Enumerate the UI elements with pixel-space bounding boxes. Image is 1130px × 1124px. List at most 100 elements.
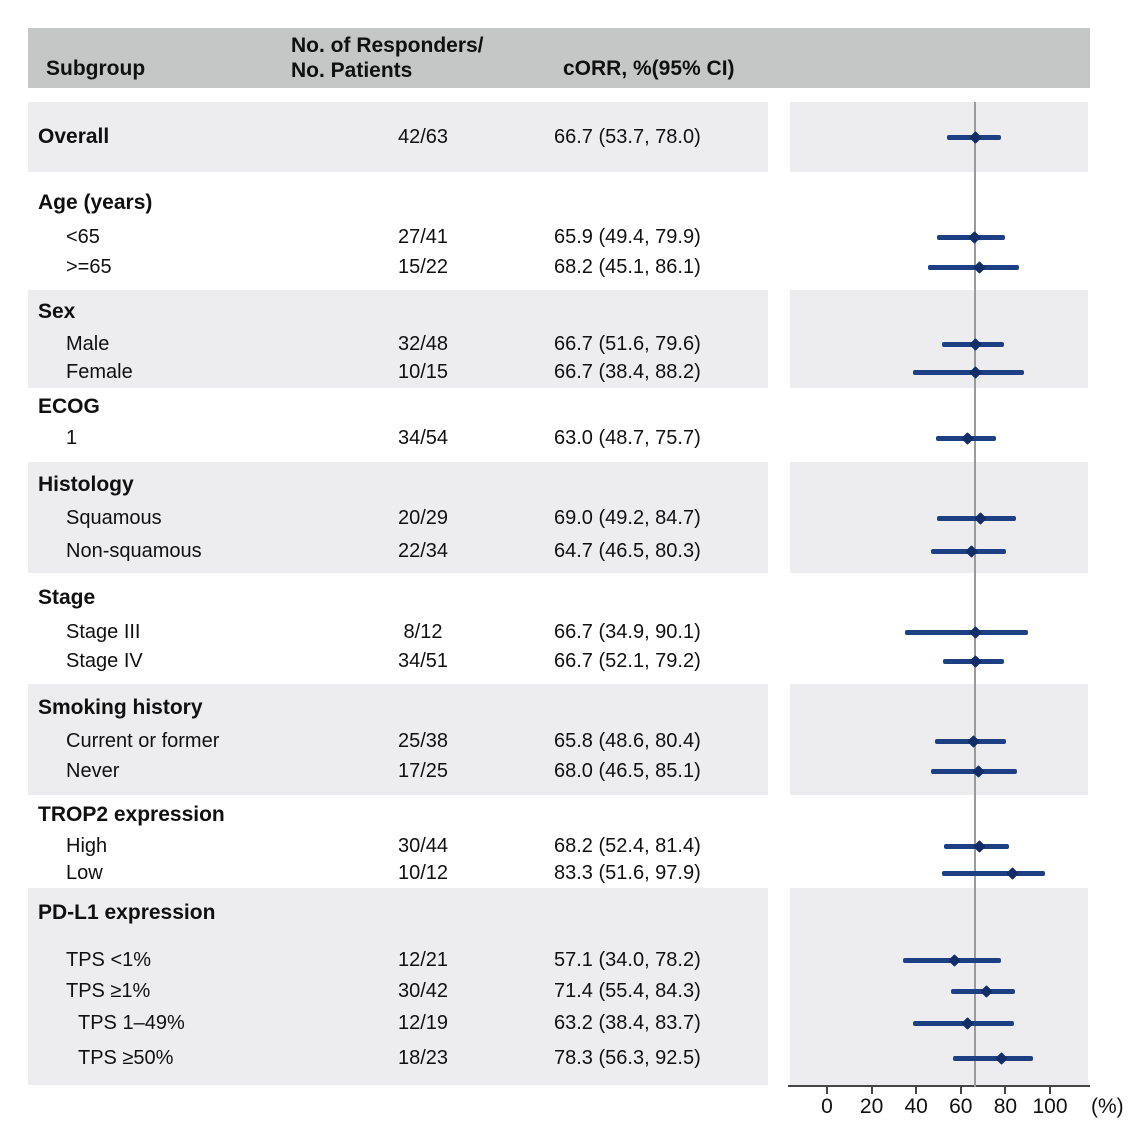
axis-tick [1004,1087,1007,1094]
point-estimate-marker [1006,867,1020,880]
forest-plot-figure: Subgroup No. of Responders/No. Patients … [28,0,1124,1118]
ci-plot-cell [790,860,1088,887]
point-estimate-marker [979,984,993,998]
corr-ci-value: 66.7 (38.4, 88.2) [554,361,701,383]
section-title: Sex [38,300,76,323]
corr-ci-value: 66.7 (51.6, 79.6) [554,333,701,355]
ci-plot-cell [790,1006,1088,1041]
ci-plot-cell [790,1041,1088,1075]
ci-plot-cell [790,756,1088,786]
corr-ci-value: 71.4 (55.4, 84.3) [554,979,701,1002]
point-estimate-marker [969,625,983,639]
ci-bar [904,629,1028,635]
ci-plot-cell [790,252,1088,283]
point-estimate-marker [967,734,981,748]
subgroup-label: Stage III [66,620,141,643]
ci-plot-cell [790,976,1088,1006]
table-row: Non-squamous 22/34 64.7 (46.5, 80.3) [28,535,1090,568]
ci-plot-cell [790,647,1088,675]
section-trop2-expression: TROP2 expression High 30/44 68.2 (52.4, 81.… [28,795,1090,888]
corr-ci-value: 83.3 (51.6, 97.9) [554,862,701,884]
table-row: Current or former 25/38 65.8 (48.6, 80.4) [28,726,1090,756]
section-age-years-: Age (years) <65 27/41 65.9 (49.4, 79.9) >=65… [28,172,1090,290]
table-row: <65 27/41 65.9 (49.4, 79.9) [28,222,1090,252]
responders-value: 42/63 [397,125,449,148]
responders-value: 12/19 [397,1012,449,1034]
point-estimate-marker [969,338,983,351]
axis-tick [826,1087,828,1094]
subgroup-label: Low [66,862,103,884]
responders-value: 12/21 [397,948,449,971]
header-responders: No. of Responders/No. Patients [291,33,484,83]
header-responders-line1: No. of Responders/ [291,34,484,57]
responders-value: 30/44 [397,835,449,857]
table-row: High 30/44 68.2 (52.4, 81.4) [28,833,1090,860]
table-row: TPS <1% 12/21 57.1 (34.0, 78.2) [28,944,1090,976]
section-overall: Overall 42/63 66.7 (53.7, 78.0) [28,102,1090,172]
ci-plot-cell [790,359,1088,386]
point-estimate-marker [961,1017,975,1030]
subgroup-label: Never [66,759,120,782]
responders-value: 17/25 [397,759,449,782]
table-row: Never 17/25 68.0 (46.5, 85.1) [28,756,1090,786]
x-axis-line [788,1085,1090,1087]
subgroup-label: Male [66,333,110,355]
header-responders-line2: No. Patients [291,59,413,82]
subgroup-label: Non-squamous [66,540,202,562]
corr-ci-value: 63.2 (38.4, 83.7) [554,1012,701,1034]
ci-bar [952,1055,1034,1061]
ci-bar [942,871,1046,876]
table-row: Male 32/48 66.7 (51.6, 79.6) [28,330,1090,359]
corr-ci-value: 68.2 (45.1, 86.1) [554,256,701,278]
ci-plot-cell [790,502,1088,535]
subgroup-label: <65 [66,225,100,248]
subgroup-label: High [66,835,108,857]
responders-value: 15/22 [397,256,449,278]
corr-ci-value: 66.7 (34.9, 90.1) [554,620,701,643]
subgroup-label: 1 [66,426,78,449]
responders-value: 20/29 [397,507,449,529]
header-corr: cORR, %(95% CI) [563,57,735,80]
section-title: Stage [38,586,96,609]
corr-ci-value: 68.2 (52.4, 81.4) [554,835,701,857]
subgroup-label: TPS ≥50% [78,1046,174,1069]
corr-ci-value: 65.9 (49.4, 79.9) [554,225,701,248]
table-body: Overall 42/63 66.7 (53.7, 78.0) Age (years)… [28,102,1090,1085]
axis-tick [915,1087,918,1094]
ci-plot-cell [790,102,1088,172]
ci-plot-cell [790,330,1088,359]
corr-ci-value: 64.7 (46.5, 80.3) [554,540,701,562]
corr-ci-value: 66.7 (53.7, 78.0) [554,125,701,148]
ci-plot-cell [790,424,1088,452]
section-ecog: ECOG 1 34/54 63.0 (48.7, 75.7) [28,388,1090,462]
table-row: 1 34/54 63.0 (48.7, 75.7) [28,424,1090,452]
responders-value: 18/23 [397,1046,449,1069]
ci-plot-cell [790,535,1088,568]
responders-value: 27/41 [397,225,449,248]
point-estimate-marker [967,230,981,244]
axis-tick-label: 40 [904,1095,928,1118]
table-row: TPS ≥1% 30/42 71.4 (55.4, 84.3) [28,976,1090,1006]
axis-tick [870,1087,873,1094]
axis-tick [959,1087,962,1094]
table-header: Subgroup No. of Responders/No. Patients … [28,28,1090,88]
subgroup-label: Current or former [66,729,220,752]
axis-tick-label: 60 [949,1095,973,1118]
corr-ci-value: 68.0 (46.5, 85.1) [554,759,701,782]
subgroup-label: Stage IV [66,649,143,672]
responders-value: 32/48 [397,333,449,355]
point-estimate-marker [995,1051,1008,1065]
section-title: Smoking history [38,696,203,719]
section-sex: Sex Male 32/48 66.7 (51.6, 79.6) Female 10/15… [28,290,1090,388]
axis-unit-label: (%) [1091,1095,1124,1118]
table-row: TPS 1–49% 12/19 63.2 (38.4, 83.7) [28,1006,1090,1041]
point-estimate-marker [974,512,988,525]
section-stage: Stage Stage III 8/12 66.7 (34.9, 90.1) Stage… [28,573,1090,684]
point-estimate-marker [969,654,983,668]
ci-plot-cell [790,222,1088,252]
section-smoking-history: Smoking history Current or former 25/38 65.… [28,684,1090,795]
table-row: Squamous 20/29 69.0 (49.2, 84.7) [28,502,1090,535]
responders-value: 10/12 [397,862,449,884]
section-pd-l1-expression: PD-L1 expression TPS <1% 12/21 57.1 (34.0, … [28,888,1090,1085]
axis-tick [1049,1087,1051,1094]
